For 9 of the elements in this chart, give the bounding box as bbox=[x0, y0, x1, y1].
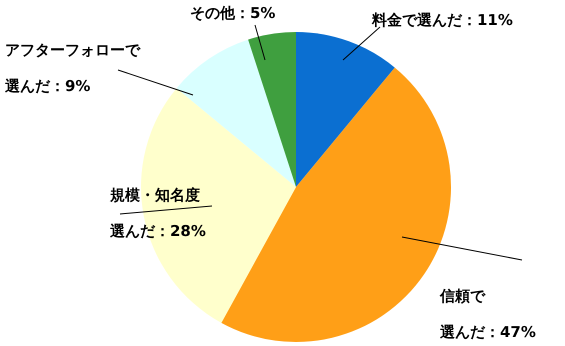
category-label: アフターフォローで選んだ：9% bbox=[5, 41, 140, 95]
category-label: 規模・知名度選んだ：28% bbox=[110, 186, 206, 240]
category-label: 信頼で選んだ：47% bbox=[440, 287, 536, 341]
slice-label: その他：5% bbox=[190, 4, 276, 22]
pie-slice bbox=[176, 40, 296, 187]
slice-label: 料金で選んだ：11% bbox=[371, 11, 513, 29]
pie-slice bbox=[248, 32, 296, 187]
pie-slice bbox=[296, 32, 395, 187]
pie-slice bbox=[141, 88, 296, 323]
